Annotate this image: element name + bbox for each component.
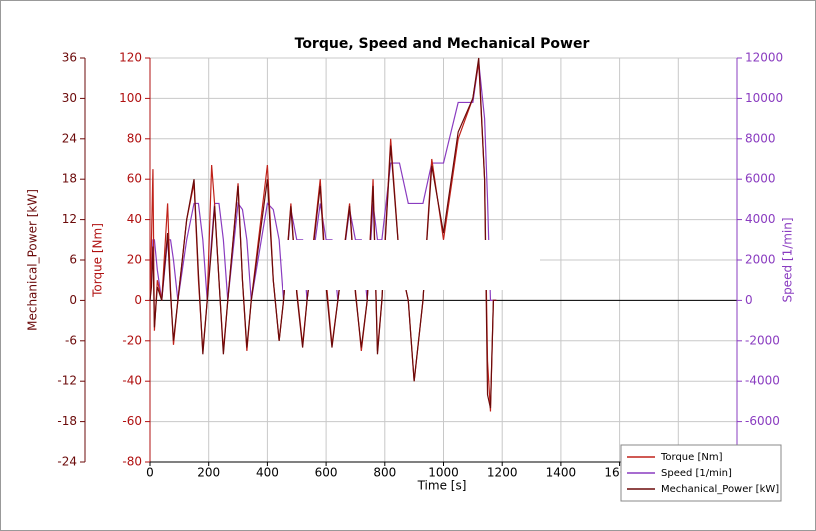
tick-label: -6000 <box>745 414 780 428</box>
tick-label: 8000 <box>745 131 776 145</box>
tick-label: 100 <box>119 91 142 105</box>
legend-label: Torque [Nm] <box>660 452 723 463</box>
tick-label: 36 <box>62 51 77 65</box>
tick-label: 6 <box>69 253 77 267</box>
tick-label: 4000 <box>745 212 776 226</box>
series-line <box>149 61 497 301</box>
tick-label: 0 <box>134 293 142 307</box>
chart-title: Torque, Speed and Mechanical Power <box>295 36 590 52</box>
tick-label: -40 <box>122 374 142 388</box>
tick-label: 60 <box>127 172 142 186</box>
tick-label: 30 <box>62 91 77 105</box>
tick-label: -6 <box>65 333 77 347</box>
x-tick-label: 800 <box>373 466 396 480</box>
tick-label: -80 <box>122 455 142 469</box>
tick-label: 0 <box>745 293 753 307</box>
x-tick-label: 1400 <box>546 466 577 480</box>
tick-label: -60 <box>122 414 142 428</box>
tick-label: 120 <box>119 51 142 65</box>
tick-label: -24 <box>57 455 77 469</box>
tick-label: 24 <box>62 131 77 145</box>
x-tick-label: 1000 <box>428 466 459 480</box>
y2-axis-label: Speed [1/min] <box>781 217 795 302</box>
tick-label: 10000 <box>745 91 783 105</box>
x-tick-label: 1200 <box>487 466 518 480</box>
x-tick-label: 0 <box>146 466 154 480</box>
tick-label: 20 <box>127 253 142 267</box>
tick-label: -18 <box>57 414 77 428</box>
x-axis-label: Time [s] <box>417 479 467 493</box>
tick-label: -4000 <box>745 374 780 388</box>
y-axis-label: Torque [Nm] <box>91 223 105 298</box>
occlusion <box>283 240 540 290</box>
tick-label: 12 <box>62 212 77 226</box>
tick-label: 2000 <box>745 253 776 267</box>
tick-label: 0 <box>69 293 77 307</box>
tick-label: 80 <box>127 131 142 145</box>
x-tick-label: 600 <box>315 466 338 480</box>
tick-label: -12 <box>57 374 77 388</box>
tick-label: 40 <box>127 212 142 226</box>
x-tick-label: 400 <box>256 466 279 480</box>
tick-label: -2000 <box>745 333 780 347</box>
tick-label: 12000 <box>745 51 783 65</box>
tick-label: 6000 <box>745 172 776 186</box>
y3-axis-label: Mechanical_Power [kW] <box>26 189 40 331</box>
tick-label: 18 <box>62 172 77 186</box>
legend-label: Speed [1/min] <box>661 468 732 479</box>
x-tick-label: 200 <box>197 466 220 480</box>
tick-label: -20 <box>122 333 142 347</box>
legend-label: Mechanical_Power [kW] <box>661 484 779 495</box>
